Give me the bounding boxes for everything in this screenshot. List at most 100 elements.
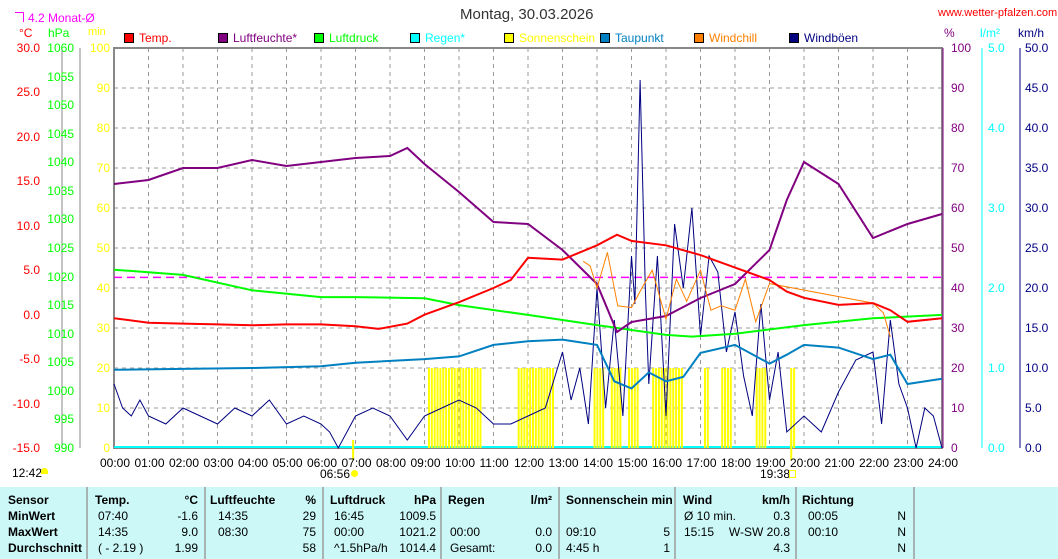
sun-tick-label: 30 xyxy=(96,321,110,335)
wind-tick-label: 25.0 xyxy=(1025,241,1049,255)
x-tick-label: 23:00 xyxy=(893,456,924,470)
row-label: MinWert xyxy=(8,509,56,523)
pressure-tick-label: 1025 xyxy=(47,241,74,255)
header-humidity: Luftfeuchte xyxy=(210,493,276,507)
stats-table: Sensor Temp. °C Luftfeuchte% Luftdruck hPa Reg… xyxy=(0,487,1058,559)
pressure-tick-label: 1030 xyxy=(47,212,74,227)
x-tick-label: 24:00 xyxy=(928,456,959,470)
header-pressure: Luftdruck xyxy=(330,493,386,507)
sunshine-bar xyxy=(529,368,532,448)
legend-swatch xyxy=(600,33,610,43)
legend-label: Temp. xyxy=(139,31,172,45)
sun-tick-label: 100 xyxy=(89,41,110,55)
sunshine-bar xyxy=(677,368,680,448)
wind-time: Ø 10 min. xyxy=(684,509,737,523)
direction-time: 00:05 xyxy=(808,509,839,523)
pressure-tick-label: 1010 xyxy=(47,326,74,341)
x-tick-label: 18:00 xyxy=(721,456,752,470)
header-rain-unit: l/m² xyxy=(530,493,552,507)
chart-title: Montag, 30.03.2026 xyxy=(460,6,594,23)
temp-time: 14:35 xyxy=(98,525,129,539)
temp-tick-label: 20.0 xyxy=(16,129,40,144)
pressure-tick-label: 1020 xyxy=(47,269,74,284)
x-tick-label: 04:00 xyxy=(238,456,269,470)
sunshine-bar xyxy=(630,368,633,448)
sun-tick-label: 80 xyxy=(96,121,110,135)
sunshine-bar xyxy=(616,368,619,448)
wind-time: 15:15 xyxy=(684,525,715,539)
sunshine-bar xyxy=(655,368,658,448)
site-link[interactable]: www.wetter-pfalzen.com xyxy=(938,7,1058,19)
direction-time: 00:10 xyxy=(808,525,839,539)
sunshine-bar xyxy=(657,368,660,448)
sunshine-bar xyxy=(755,368,758,448)
temp-unit: °C xyxy=(19,26,33,40)
sunshine-bar xyxy=(439,368,442,448)
legend-item: Windchill xyxy=(694,31,757,45)
x-tick-label: 06:00 xyxy=(307,456,338,470)
pressure-tick-label: 1000 xyxy=(47,383,74,398)
sunshine-bar xyxy=(610,368,613,448)
x-tick-label: 05:00 xyxy=(272,456,303,470)
pressure-time: ^1.5hPa/h xyxy=(334,541,388,555)
row-label: MaxWert xyxy=(8,525,58,539)
sunshine-bar xyxy=(436,368,439,448)
sunshine-bar xyxy=(476,368,479,448)
pressure-value: 1021.2 xyxy=(399,525,436,539)
legend-swatch xyxy=(504,33,514,43)
sun-tick-label: 70 xyxy=(96,161,110,175)
humidity-tick-label: 60 xyxy=(951,201,965,215)
rain-tick-label: 5.0 xyxy=(988,41,1005,55)
rain-unit: l/m² xyxy=(980,26,1000,40)
humidity-tick-label: 100 xyxy=(951,41,972,55)
humidity-value: 58 xyxy=(302,541,316,555)
legend-item: Luftdruck xyxy=(314,31,378,45)
windchill-series-line xyxy=(582,252,891,338)
sunshine-bar xyxy=(628,368,631,448)
sunshine-bar xyxy=(445,368,448,448)
sunshine-bar xyxy=(633,368,636,448)
moon-icon xyxy=(41,468,48,474)
dewpoint-series-line xyxy=(113,338,943,390)
rain-tick-label: 2.0 xyxy=(988,281,1005,295)
sunshine-bar xyxy=(520,368,523,448)
sunshine-bar xyxy=(552,368,555,448)
rain-value: 0.0 xyxy=(535,525,552,539)
header-rain: Regen xyxy=(448,493,485,507)
sunshine-bar xyxy=(459,368,462,448)
sunshine-bar xyxy=(761,368,764,448)
legend-swatch xyxy=(410,33,420,43)
sunshine-bar xyxy=(721,368,724,448)
wind-tick-label: 35.0 xyxy=(1025,161,1049,175)
sun-tick-label: 50 xyxy=(96,241,110,255)
pressure-tick-label: 1040 xyxy=(47,155,74,170)
sunshine-bar xyxy=(456,368,459,448)
sunshine-bar xyxy=(465,368,468,448)
sun-unit: min xyxy=(88,26,106,38)
wind-value: W-SW 20.8 xyxy=(728,525,790,539)
table-divider xyxy=(558,487,560,559)
header-humidity-unit: % xyxy=(305,493,316,507)
sun-tick-label: 60 xyxy=(96,201,110,215)
humidity-tick-label: 40 xyxy=(951,281,965,295)
sunshine-bar xyxy=(703,368,706,448)
legend-label: Luftfeuchte* xyxy=(233,31,298,45)
humidity-series-line xyxy=(113,146,943,334)
header-sensor: Sensor xyxy=(8,493,49,507)
x-tick-label: 21:00 xyxy=(824,456,855,470)
legend-swatch xyxy=(218,33,228,43)
sunshine-bar xyxy=(468,368,471,448)
sunshine-bar xyxy=(540,368,543,448)
legend-label: Luftdruck xyxy=(329,31,379,45)
sun-tick-label: 10 xyxy=(96,401,110,415)
humidity-tick-label: 80 xyxy=(951,121,965,135)
sun-tick-label: 40 xyxy=(96,281,110,295)
sunshine-bar xyxy=(593,368,596,448)
x-tick-label: 12:00 xyxy=(514,456,545,470)
sunshine-bar xyxy=(758,368,761,448)
pressure-tick-label: 1035 xyxy=(47,183,74,198)
x-tick-label: 01:00 xyxy=(134,456,165,470)
sunshine-bar xyxy=(470,368,473,448)
humidity-tick-label: 30 xyxy=(951,321,965,335)
rain-time: Gesamt: xyxy=(450,541,496,555)
